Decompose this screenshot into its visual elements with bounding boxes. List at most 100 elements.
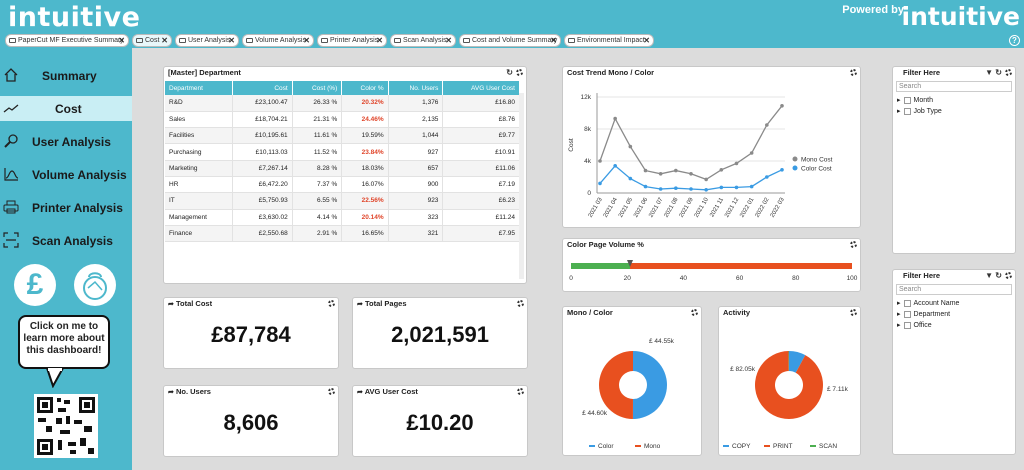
tree-item[interactable]: ▸ Job Type — [897, 107, 942, 115]
cost-pound-button[interactable]: £ — [14, 264, 56, 306]
help-icon[interactable]: ? — [1009, 35, 1020, 46]
gear-icon[interactable] — [850, 69, 857, 76]
data-point[interactable] — [674, 186, 678, 190]
expand-icon[interactable]: ➦ — [357, 389, 363, 396]
gear-icon[interactable] — [328, 388, 335, 395]
pie-slice[interactable] — [789, 351, 806, 373]
help-bubble[interactable]: Click on me to learn more about this das… — [18, 315, 110, 369]
data-point[interactable] — [765, 123, 769, 127]
sidebar-item-scan-analysis[interactable]: Scan Analysis — [0, 228, 132, 253]
close-icon[interactable]: ✕ — [376, 36, 383, 45]
checkbox[interactable] — [903, 310, 911, 318]
tab-volume-analysis[interactable]: Volume Analysis ✕ — [242, 34, 314, 47]
sidebar-item-summary[interactable]: Summary — [0, 63, 132, 88]
data-point[interactable] — [689, 172, 693, 176]
tab-cost-volume-summary[interactable]: Cost and Volume Summary ✕ — [459, 34, 561, 47]
legend-label[interactable]: Mono — [644, 443, 661, 450]
table-row[interactable]: Marketing £7,267.14 8.28 % 18.03% 657 £11.06 — [165, 160, 520, 177]
tree-item[interactable]: ▸ Office — [897, 321, 932, 329]
refresh-icon[interactable]: ↻ — [506, 68, 513, 77]
gear-icon[interactable] — [517, 300, 524, 307]
checkbox[interactable] — [903, 107, 911, 115]
table-row[interactable]: R&D £23,100.47 26.33 % 20.32% 1,376 £16.80 — [165, 95, 520, 112]
table-row[interactable]: HR £6,472.20 7.37 % 16.07% 900 £7.19 — [165, 176, 520, 194]
data-point[interactable] — [598, 181, 602, 186]
table-row[interactable]: Purchasing £10,113.03 11.52 % 23.84% 927 £10.… — [165, 143, 520, 161]
legend-label[interactable]: Mono Cost — [801, 157, 833, 164]
data-point[interactable] — [749, 184, 754, 189]
filter-search-input[interactable]: Search — [896, 81, 1012, 92]
data-point[interactable] — [719, 185, 724, 190]
column-header[interactable]: Cost (%) — [292, 81, 343, 95]
data-point[interactable] — [643, 168, 648, 173]
sidebar-item-printer-analysis[interactable]: Printer Analysis — [0, 195, 132, 220]
tab-executive-summary[interactable]: PaperCut MF Executive Summary ✕ — [5, 34, 129, 47]
close-icon[interactable]: ✕ — [643, 36, 650, 45]
data-point[interactable] — [658, 172, 663, 176]
environment-icon[interactable] — [74, 264, 116, 306]
data-point[interactable] — [689, 187, 693, 191]
legend-label[interactable]: PRINT — [773, 443, 793, 450]
legend-label[interactable]: Color Cost — [801, 166, 832, 173]
table-row[interactable]: Finance £2,550.68 2.91 % 16.65% 321 £7.95 — [165, 225, 520, 243]
sidebar-item-user-analysis[interactable]: User Analysis — [0, 129, 132, 154]
column-header[interactable]: No. Users — [388, 81, 444, 95]
data-point[interactable] — [704, 177, 708, 182]
data-point[interactable] — [674, 168, 678, 173]
legend-label[interactable]: SCAN — [819, 443, 837, 450]
tree-item[interactable]: ▸ Account Name — [897, 299, 960, 307]
close-icon[interactable]: ✕ — [445, 36, 452, 45]
data-point[interactable] — [628, 176, 633, 181]
table-row[interactable]: Management £3,630.02 4.14 % 20.14% 323 £11.24 — [165, 209, 520, 226]
column-header[interactable]: Cost — [232, 81, 293, 95]
legend-label[interactable]: COPY — [732, 443, 751, 450]
qr-code[interactable] — [34, 394, 98, 458]
close-icon[interactable]: ✕ — [228, 36, 235, 45]
pie-slice[interactable] — [632, 351, 667, 419]
data-point[interactable] — [765, 175, 769, 179]
data-point[interactable] — [704, 188, 708, 192]
data-point[interactable] — [734, 185, 739, 190]
tab-user-analysis[interactable]: User Analysis ✕ — [175, 34, 239, 47]
data-point[interactable] — [658, 187, 663, 191]
tree-item[interactable]: ▸ Department — [897, 310, 951, 318]
column-header[interactable]: Department — [165, 81, 233, 95]
gear-icon[interactable] — [1005, 272, 1012, 279]
data-point[interactable] — [613, 116, 617, 121]
filter-search-input[interactable]: Search — [896, 284, 1012, 295]
data-point[interactable] — [598, 159, 602, 163]
sidebar-item-volume-analysis[interactable]: Volume Analysis — [0, 162, 132, 187]
tab-environmental-impact[interactable]: Environmental Impact ✕ — [564, 34, 654, 47]
table-row[interactable]: Facilities £10,195.61 11.61 % 19.59% 1,044 £9… — [165, 127, 520, 145]
scrollbar[interactable] — [519, 93, 524, 279]
filter-icon[interactable]: ▼ — [985, 68, 993, 77]
data-point[interactable] — [780, 104, 784, 108]
gear-icon[interactable] — [328, 300, 335, 307]
checkbox[interactable] — [903, 96, 911, 104]
gear-icon[interactable] — [691, 309, 698, 316]
data-point[interactable] — [719, 168, 724, 172]
refresh-icon[interactable]: ↻ — [995, 271, 1002, 280]
expand-icon[interactable]: ➦ — [168, 301, 174, 308]
expand-icon[interactable]: ➦ — [357, 301, 363, 308]
legend-label[interactable]: Color — [598, 443, 614, 450]
refresh-icon[interactable]: ↻ — [995, 68, 1002, 77]
close-icon[interactable]: ✕ — [303, 36, 310, 45]
tree-item[interactable]: ▸ Month — [897, 96, 933, 104]
gear-icon[interactable] — [517, 388, 524, 395]
pie-slice[interactable] — [755, 351, 823, 419]
data-point[interactable] — [734, 161, 739, 166]
column-header[interactable]: Color % — [341, 81, 389, 95]
data-point[interactable] — [628, 144, 633, 149]
pie-slice[interactable] — [598, 351, 633, 419]
filter-icon[interactable]: ▼ — [985, 271, 993, 280]
gear-icon[interactable] — [1005, 69, 1012, 76]
tab-cost[interactable]: Cost ✕ — [132, 34, 172, 47]
checkbox[interactable] — [903, 299, 911, 307]
data-point[interactable] — [749, 151, 754, 155]
table-row[interactable]: IT £5,750.93 6.55 % 22.56% 923 £6.23 — [165, 192, 520, 210]
table-row[interactable]: Sales £18,704.21 21.31 % 24.46% 2,135 £8.76 — [165, 111, 520, 129]
data-point[interactable] — [643, 184, 648, 189]
close-icon[interactable]: ✕ — [550, 36, 557, 45]
data-point[interactable] — [613, 164, 617, 168]
